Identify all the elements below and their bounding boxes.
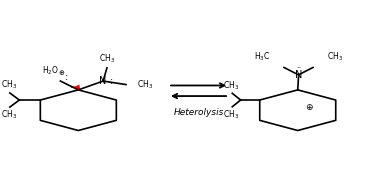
Text: $\oplus$: $\oplus$ xyxy=(58,68,65,77)
Text: H$_3$C: H$_3$C xyxy=(254,51,270,63)
Text: :: : xyxy=(110,76,113,86)
Text: Heterolysis: Heterolysis xyxy=(173,108,224,117)
Text: CH$_3$: CH$_3$ xyxy=(138,78,154,91)
FancyArrowPatch shape xyxy=(71,85,79,90)
Text: $\oplus$: $\oplus$ xyxy=(305,102,314,112)
Text: ··: ·· xyxy=(296,64,301,73)
Text: CH$_3$: CH$_3$ xyxy=(327,51,343,63)
Text: CH$_3$: CH$_3$ xyxy=(1,109,17,121)
Text: CH$_3$: CH$_3$ xyxy=(223,109,239,121)
Text: N: N xyxy=(99,76,107,86)
Text: H$_2$O: H$_2$O xyxy=(43,64,59,77)
Text: :: : xyxy=(66,72,69,82)
Text: CH$_3$: CH$_3$ xyxy=(99,53,115,65)
Text: CH$_3$: CH$_3$ xyxy=(1,79,17,91)
Text: N: N xyxy=(295,70,302,80)
Text: CH$_3$: CH$_3$ xyxy=(223,79,239,91)
